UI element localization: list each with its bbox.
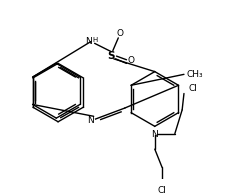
Text: Cl: Cl <box>158 186 166 195</box>
Text: Cl: Cl <box>189 84 197 93</box>
Text: N: N <box>151 130 158 139</box>
Text: O: O <box>117 29 124 38</box>
Text: CH₃: CH₃ <box>187 70 203 79</box>
Text: O: O <box>128 56 135 65</box>
Text: N: N <box>87 116 94 125</box>
Text: N: N <box>85 37 92 46</box>
Text: H: H <box>92 37 97 43</box>
Text: S: S <box>107 51 115 61</box>
